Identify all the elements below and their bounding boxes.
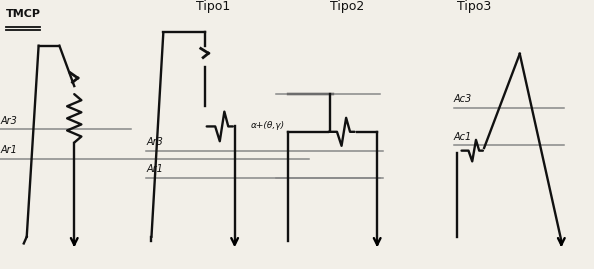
Text: α+(θ,γ): α+(θ,γ) [251,121,285,130]
Text: Ar3: Ar3 [146,137,163,147]
Text: Tipo2: Tipo2 [330,1,364,13]
Text: Ar3: Ar3 [1,116,17,126]
Text: Ar1: Ar1 [1,146,17,155]
Text: Ac1: Ac1 [453,132,472,142]
Text: Tipo3: Tipo3 [457,1,492,13]
Text: Ac3: Ac3 [453,94,472,104]
Text: Tipo1: Tipo1 [196,1,230,13]
Text: Ar1: Ar1 [146,164,163,174]
Text: TMCP: TMCP [6,9,41,19]
